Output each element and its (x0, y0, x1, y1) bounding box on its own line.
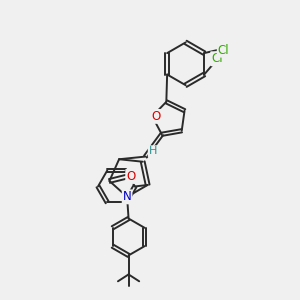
Text: N: N (123, 190, 131, 203)
Text: O: O (126, 170, 135, 183)
Text: H: H (149, 146, 157, 156)
Text: Cl: Cl (218, 44, 229, 57)
Text: O: O (151, 110, 160, 123)
Text: Cl: Cl (211, 52, 223, 65)
